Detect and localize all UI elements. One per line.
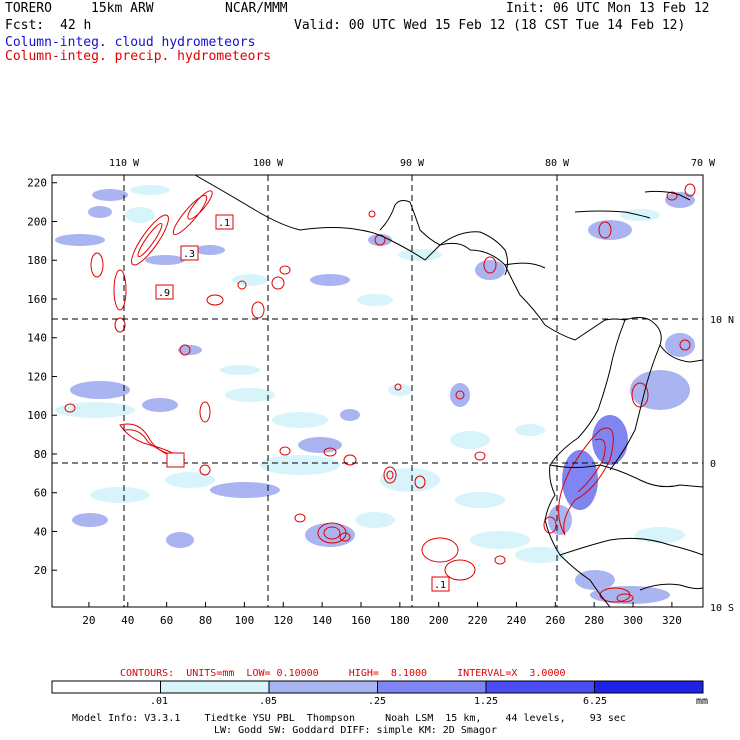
contour-label: .3 <box>183 249 195 260</box>
x-tick-label: 280 <box>584 614 604 627</box>
y-tick-label: 140 <box>27 332 47 345</box>
contour-label-box <box>155 284 174 300</box>
precip-field-title: Column-integ. precip. hydrometeors <box>5 49 272 64</box>
lon-label: 100 W <box>253 158 284 169</box>
model-name: TORERO <box>5 1 52 16</box>
y-tick-label: 40 <box>34 525 47 538</box>
x-tick-label: 120 <box>273 614 293 627</box>
y-tick-label: 80 <box>34 448 47 461</box>
y-tick-label: 180 <box>27 254 47 267</box>
contour-label-box <box>431 576 450 592</box>
x-tick-label: 40 <box>121 614 134 627</box>
coastlines <box>194 175 703 607</box>
axis-ticks: 20 40 60 80 100 120 140 160 180 200 220 240 260 280 30… <box>27 158 734 627</box>
lon-label: 90 W <box>400 158 425 169</box>
contour-label: .1 <box>218 218 230 229</box>
lat-label: 10 S <box>710 603 734 614</box>
colorbar-swatch <box>377 680 487 694</box>
x-tick-label: 320 <box>662 614 682 627</box>
x-tick-label: 80 <box>199 614 212 627</box>
y-tick-label: 220 <box>27 177 47 190</box>
y-tick-label: 60 <box>34 487 47 500</box>
colorbar-level: .01 <box>149 696 169 707</box>
contour-label-box <box>166 452 185 468</box>
y-tick-label: 100 <box>27 409 47 422</box>
colorbar-swatch <box>485 680 595 694</box>
lon-label: 70 W <box>691 158 716 169</box>
plot-frame <box>51 174 704 608</box>
lat-lon-grid <box>52 175 703 607</box>
lon-label: 110 W <box>109 158 140 169</box>
x-tick-label: 60 <box>160 614 173 627</box>
colorbar-level: 1.25 <box>473 696 499 707</box>
x-tick-label: 160 <box>351 614 371 627</box>
colorbar-swatch <box>594 680 704 694</box>
model-info: Model Info: V3.3.1 Tiedtke YSU PBL Thomp… <box>72 713 626 724</box>
cloud-shading <box>55 185 695 604</box>
forecast-label: Fcst: <box>5 18 45 33</box>
x-tick-label: 140 <box>312 614 332 627</box>
lat-label: 0 <box>710 459 716 470</box>
y-tick-label: 120 <box>27 370 47 383</box>
contour-label: .9 <box>158 288 170 299</box>
colorbar-swatch <box>51 680 161 694</box>
precip-contours <box>64 183 696 603</box>
colorbar-level: .25 <box>367 696 387 707</box>
x-tick-label: 300 <box>623 614 643 627</box>
colorbar-level: 6.25 <box>582 696 608 707</box>
colorbar-level: .05 <box>258 696 278 707</box>
contour-label: .1 <box>434 580 446 591</box>
model-physics: LW: Godd SW: Goddard DIFF: simple KM: 2D… <box>214 725 497 736</box>
x-tick-label: 100 <box>234 614 254 627</box>
x-tick-label: 200 <box>429 614 449 627</box>
y-tick-label: 200 <box>27 215 47 228</box>
colorbar-swatch <box>160 680 270 694</box>
contour-label-box <box>180 245 199 261</box>
y-tick-label: 160 <box>27 293 47 306</box>
y-tick-label: 20 <box>34 564 47 577</box>
map-field-layer <box>52 175 703 607</box>
cloud-field-title: Column-integ. cloud hydrometeors <box>5 35 256 50</box>
colorbar <box>51 680 704 694</box>
init-time: Init: 06 UTC Mon 13 Feb 12 <box>506 1 710 16</box>
valid-time: Valid: 00 UTC Wed 15 Feb 12 (18 CST Tue … <box>294 18 686 33</box>
contour-label-boxes: .1 .3 .9 .1 <box>155 214 450 592</box>
x-tick-label: 240 <box>507 614 527 627</box>
lon-label: 80 W <box>545 158 570 169</box>
x-tick-label: 220 <box>468 614 488 627</box>
model-resolution: 15km ARW <box>91 1 154 16</box>
forecast-hour: 42 h <box>60 18 92 33</box>
organization: NCAR/MMM <box>225 1 288 16</box>
lat-label: 10 N <box>710 315 734 326</box>
contours-info: CONTOURS: UNITS=mm LOW= 0.10000 HIGH= 8.… <box>120 668 566 679</box>
colorbar-swatch <box>268 680 378 694</box>
x-tick-label: 180 <box>390 614 410 627</box>
contour-label-box <box>215 214 234 230</box>
x-tick-label: 20 <box>82 614 95 627</box>
x-tick-label: 260 <box>545 614 565 627</box>
colorbar-units: mm <box>695 696 709 707</box>
